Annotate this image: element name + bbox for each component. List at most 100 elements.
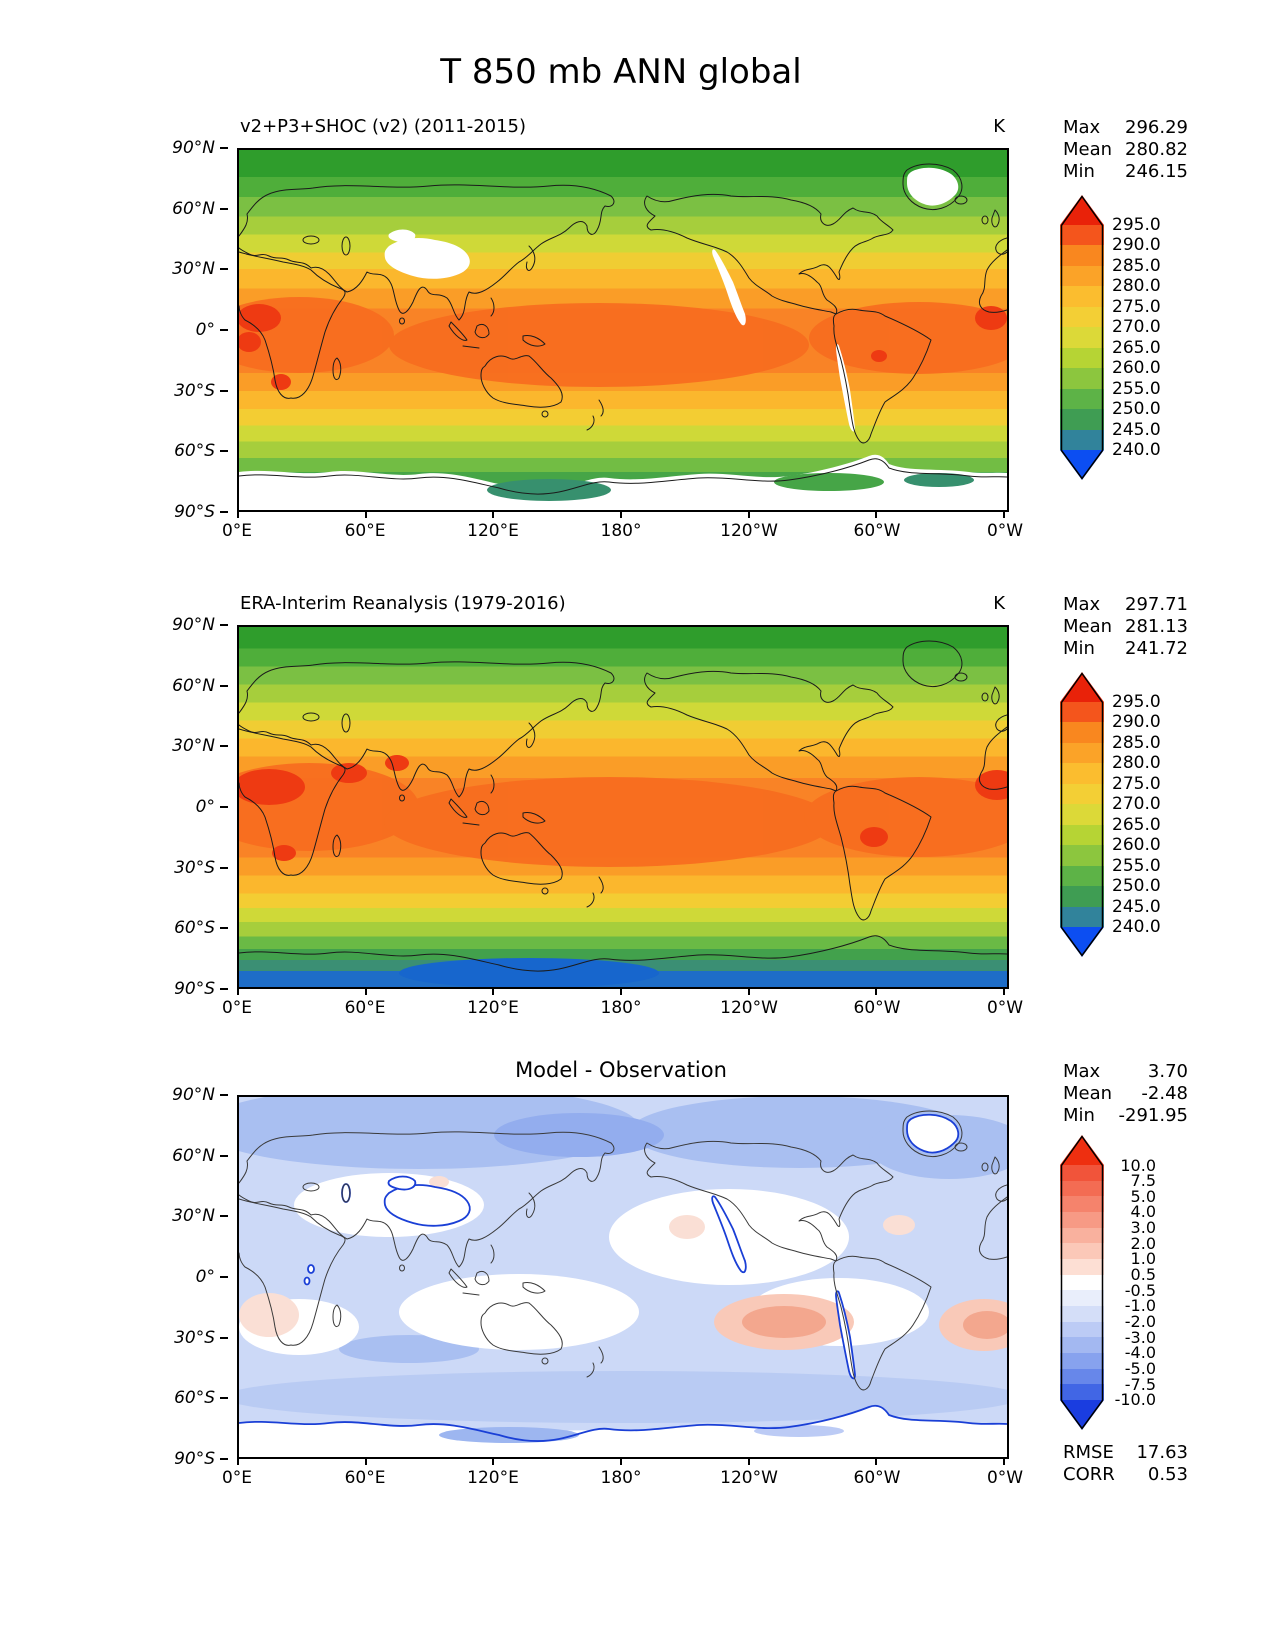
colorbar-segment [1060,347,1104,369]
colorbar-segment [1060,388,1104,410]
x-tick-mark [364,510,367,518]
y-tick-label: 0° [195,796,215,817]
colorbar-segment [1060,1384,1104,1401]
colorbar-segment [1060,245,1104,266]
stat-value: -291.95 [1118,1105,1188,1126]
colorbar-segment [1060,1321,1104,1338]
y-tick-label: 90°S [174,501,215,522]
x-tick-mark [747,510,750,518]
panel-reanalysis: ERA-Interim Reanalysis (1979-2016) K 90°… [0,585,1275,1055]
x-axis-tick-marks [237,987,1005,995]
y-tick-mark [220,147,228,149]
colorbar-segment [1060,306,1104,328]
panel-title: Model - Observation [515,1058,727,1082]
y-tick-label: 90°S [174,978,215,999]
colorbar-segment [1060,804,1104,825]
x-tick-mark [875,1457,878,1465]
colorbar-segment [1060,1243,1104,1260]
x-tick-mark [492,1457,495,1465]
colorbar-segment [1060,906,1104,927]
stat-label: Max [1063,1061,1101,1082]
panel-title: v2+P3+SHOC (v2) (2011-2015) [240,116,527,137]
x-tick-mark [619,510,622,518]
colorbar-segment [1060,783,1104,805]
x-tick-mark [492,987,495,995]
cool-bias-arctic [239,1097,1007,1423]
colorbar-over-arrow [1060,195,1104,225]
y-tick-mark [220,927,228,930]
colorbar-under-arrow [1060,450,1104,480]
x-tick-mark [364,987,367,995]
y-tick-mark [220,987,228,990]
colorbar-segment [1060,1290,1104,1307]
y-tick-label: 90°N [172,615,215,635]
y-tick-mark [220,389,228,392]
y-axis-tick-labels: 90°N 60°N 30°N 0° 30°S 60°S 90°S [160,1085,228,1469]
colorbar-segment [1060,824,1104,846]
terrain-masked-outlines [303,1113,960,1380]
stat-label: Min [1063,1105,1095,1126]
colorbar-segment [1060,1274,1104,1291]
map-model [237,148,1009,512]
colorbar-segment [1060,1337,1104,1354]
stat-label: Min [1063,638,1095,659]
units-label: K [993,593,1005,614]
x-axis-tick-labels: 0°E 60°E 120°E 180° 120°W 60°W 0°W [221,998,1024,1018]
metric-value: 17.63 [1136,1442,1188,1463]
units-label: K [993,116,1005,137]
stat-row: Max 3.70 [1063,1061,1188,1083]
warm-equatorial-band [239,763,1007,867]
y-axis-tick-labels: 90°N 60°N 30°N 0° 30°S 60°S 90°S [160,615,228,999]
y-tick-label: 60°S [174,441,215,462]
stat-value: 297.71 [1125,594,1188,615]
x-tick-mark [875,510,878,518]
x-tick-mark [1002,510,1005,518]
stat-value: -2.48 [1141,1083,1188,1104]
colorbar-labels: 295.0 290.0 285.0 280.0 275.0 270.0 265.0 260.0… [1112,215,1161,460]
colorbar-segment [1060,1165,1104,1181]
stat-value: 281.13 [1125,616,1188,637]
x-tick-mark [237,510,239,518]
y-tick-label: 90°N [172,1085,215,1105]
y-tick-mark [220,1094,228,1096]
colorbar [1060,672,1104,957]
y-tick-label: 30°S [174,1327,215,1348]
stat-label: Max [1063,117,1101,138]
stat-label: Mean [1063,1083,1113,1104]
stat-row: Min 241.72 [1063,638,1188,660]
x-axis-tick-labels: 0°E 60°E 120°E 180° 120°W 60°W 0°W [221,521,1024,541]
colorbar-segment [1060,429,1104,450]
warm-bias-patches [239,1176,1007,1351]
colorbar [1060,1135,1104,1430]
colorbar-over-arrow [1060,672,1104,702]
colorbar-segment [1060,1259,1104,1275]
stat-row: Min -291.95 [1063,1105,1188,1127]
colorbar-segment [1060,702,1104,723]
y-tick-mark [220,1397,228,1400]
y-tick-mark [220,866,228,869]
x-tick-mark [619,987,622,995]
stat-label: Min [1063,161,1095,182]
y-tick-mark [220,207,228,210]
colorbar-segment [1060,1196,1104,1213]
colorbar-labels: 10.0 7.5 5.0 4.0 3.0 2.0 1.0 0.5 -0.5 -1.0 -2.0 -3.… [1114,1155,1156,1410]
y-tick-label: 30°N [172,1206,215,1227]
panel-model: v2+P3+SHOC (v2) (2011-2015) K 90°N 60°N 30… [0,108,1275,608]
stat-row: Mean 280.82 [1063,139,1188,161]
panel-title: ERA-Interim Reanalysis (1979-2016) [240,593,566,614]
stat-row: Max 296.29 [1063,117,1188,139]
colorbar-segment [1060,368,1104,389]
y-tick-label: 30°S [174,857,215,878]
y-tick-label: 60°N [172,198,215,219]
panel-difference: Model - Observation 90°N 60°N 30°N 0° 30°S 60… [0,1055,1275,1535]
y-tick-label: 60°N [172,1145,215,1166]
x-tick-mark [237,1457,239,1465]
y-tick-mark [220,450,228,453]
x-tick-mark [875,987,878,995]
y-tick-mark [220,745,228,748]
colorbar-segment [1060,1227,1104,1244]
map-reanalysis [237,625,1009,989]
x-tick-mark [747,1457,750,1465]
x-tick-mark [1002,987,1005,995]
colorbar-segment [1060,1306,1104,1322]
